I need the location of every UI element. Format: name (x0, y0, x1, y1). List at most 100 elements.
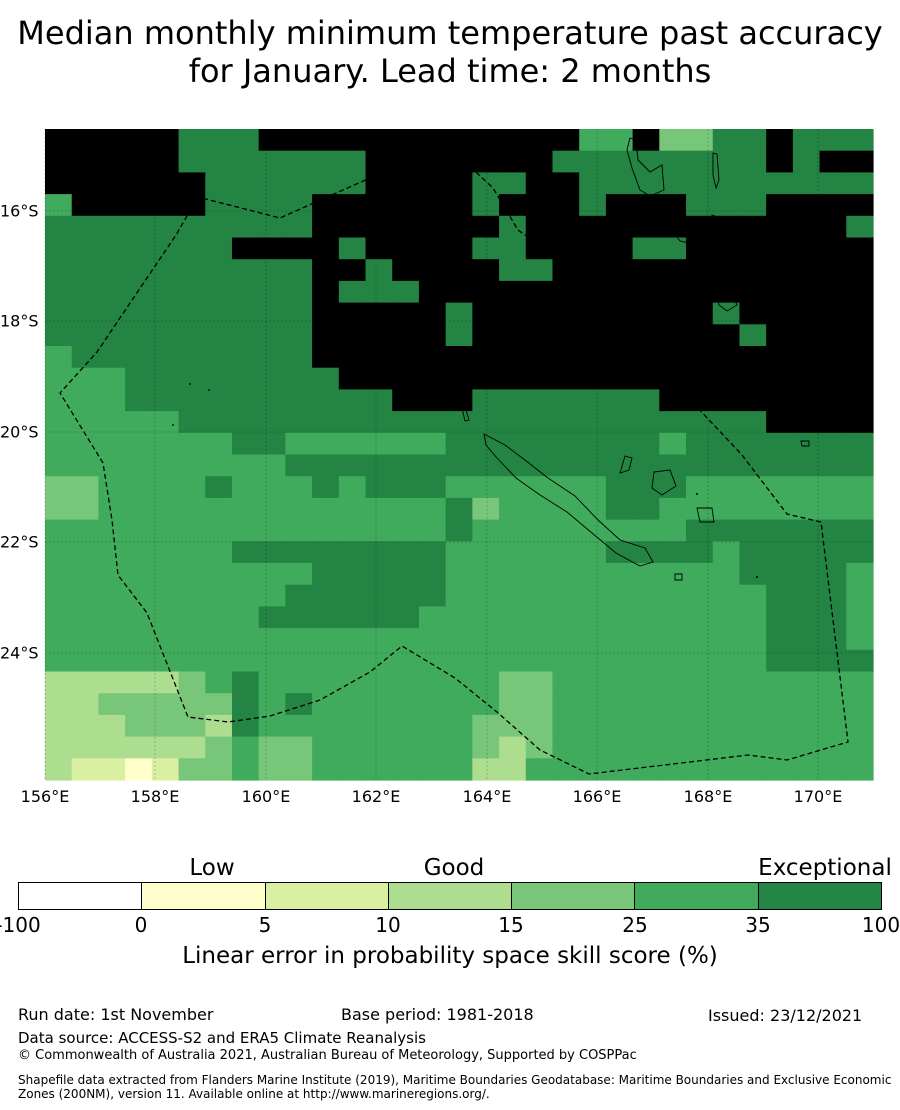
hunter-island (756, 576, 758, 578)
grid-cell (632, 150, 660, 173)
grid-cell (445, 129, 473, 152)
grid-cell (418, 259, 447, 282)
lon-label-168e: 168°E (683, 787, 733, 806)
grid-cell (98, 541, 126, 564)
skill-score-map (44, 129, 874, 781)
grid-cell (552, 671, 580, 694)
loyalty-islet (696, 493, 698, 495)
grid-cell (45, 280, 73, 304)
grid-cell (846, 432, 874, 456)
colorbar-tick: 100 (861, 913, 900, 937)
grid-cell (792, 454, 821, 477)
grid-cell (285, 606, 313, 629)
grid-cell (846, 519, 874, 542)
grid-cell (98, 194, 126, 217)
grid-cell (686, 584, 714, 607)
grid-cell (739, 541, 767, 564)
grid-cell (525, 736, 554, 759)
grid-cell (312, 736, 340, 759)
grid-cell (151, 280, 180, 304)
grid-cell (151, 606, 180, 629)
grid-cell (151, 389, 180, 412)
grid-cell (499, 671, 527, 694)
grid-cell (499, 758, 527, 781)
grid-cell (632, 411, 660, 434)
grid-cell (71, 628, 100, 651)
grid-cell (125, 432, 153, 456)
grid-cell (525, 476, 554, 499)
grid-cell (178, 693, 206, 716)
grid-cell (258, 476, 286, 499)
grid-cell (178, 541, 206, 564)
grid-cell (819, 628, 847, 651)
grid-cell (846, 476, 874, 499)
grid-cell (712, 693, 741, 716)
grid-cell (392, 302, 420, 325)
grid-cell (231, 259, 260, 282)
grid-cell (472, 129, 500, 152)
grid-cell (285, 476, 313, 499)
grid-cell (258, 563, 286, 586)
grid-cell (552, 237, 580, 260)
colorbar-tick: 0 (134, 913, 148, 937)
grid-cell (472, 302, 500, 325)
grid-cell (231, 628, 260, 651)
grid-cell (632, 541, 660, 564)
grid-cell (632, 172, 660, 195)
grid-cell (178, 606, 206, 629)
lon-label-170e: 170°E (793, 787, 843, 806)
grid-cell (392, 736, 420, 759)
category-exceptional: Exceptional (758, 855, 892, 881)
grid-cell (659, 671, 687, 694)
grid-cell (792, 519, 821, 542)
grid-cell (178, 714, 206, 738)
grid-cell (712, 563, 741, 586)
grid-cell (45, 150, 73, 173)
grid-cell (846, 454, 874, 477)
loyalty-ouvea (619, 455, 633, 474)
grid-cell (125, 454, 153, 477)
grid-cell (418, 714, 447, 738)
grid-cell (258, 411, 286, 434)
grid-cell (525, 563, 554, 586)
grid-cell (686, 302, 714, 325)
grid-cell (766, 736, 794, 759)
data-source: Data source: ACCESS-S2 and ERA5 Climate … (18, 1029, 426, 1047)
grid-cell (472, 280, 500, 304)
grid-cell (418, 628, 447, 651)
grid-cell (686, 389, 714, 412)
grid-cell (605, 563, 634, 586)
shapefile-credit: Shapefile data extracted from Flanders M… (18, 1073, 892, 1101)
grid-cell (258, 497, 286, 521)
grid-cell (792, 215, 821, 239)
grid-cell (205, 150, 233, 173)
grid-cell (205, 172, 233, 195)
grid-cell (579, 454, 607, 477)
grid-cell (525, 215, 554, 239)
grid-cell (285, 432, 313, 456)
grid-cell (231, 129, 260, 152)
grid-cell (231, 563, 260, 586)
colorbar-label: Linear error in probability space skill … (182, 943, 718, 969)
colorbar-segment-25-35 (635, 883, 759, 909)
grid-cell (418, 237, 447, 260)
grid-cell (258, 714, 286, 738)
grid-cell (312, 606, 340, 629)
grid-cell (71, 432, 100, 456)
grid-cell (766, 693, 794, 716)
grid-cell (525, 584, 554, 607)
grid-cell (365, 194, 393, 217)
grid-cell (739, 671, 767, 694)
grid-cell (258, 280, 286, 304)
grid-cell (418, 671, 447, 694)
grid-cell (365, 606, 393, 629)
grid-cell (45, 758, 73, 781)
grid-cell (579, 432, 607, 456)
grid-cell (365, 215, 393, 239)
grid-cell (632, 476, 660, 499)
grid-cell (472, 215, 500, 239)
grid-cell (552, 519, 580, 542)
grid-cell (418, 606, 447, 629)
vanuatu-espiritu-santo (626, 137, 665, 197)
grid-cell (525, 693, 554, 716)
